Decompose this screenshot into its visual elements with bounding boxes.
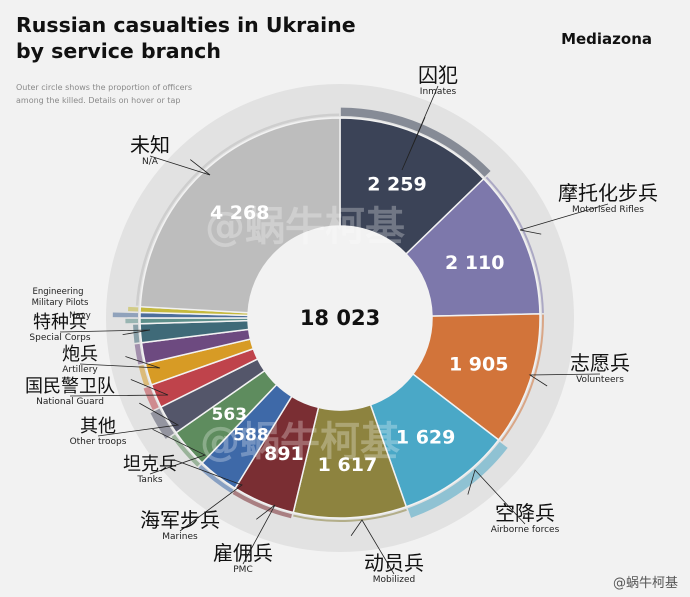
slice-value-label: 1 629: [396, 426, 456, 448]
title-line-2: by service branch: [16, 39, 221, 63]
category-label-en: Engineering: [33, 287, 84, 297]
leader-line: [69, 379, 169, 397]
category-label-en: Military Pilots: [32, 298, 89, 308]
category-label-en: Marines: [162, 532, 198, 542]
donut-slice[interactable]: [139, 117, 341, 314]
leader-line: [401, 85, 439, 171]
slice-value-label: 2 259: [367, 174, 427, 196]
leader-line: [79, 356, 161, 369]
note-line-2: among the killed. Details on hover or ta…: [16, 96, 181, 105]
category-label-en: Motorised Rifles: [572, 205, 644, 215]
watermark-text: @蜗牛柯基: [205, 204, 405, 250]
officer-segment[interactable]: [143, 386, 159, 411]
category-label-zh: 坦克兵: [123, 454, 177, 475]
outer-track: [106, 84, 574, 552]
category-label-en: N/A: [142, 157, 159, 167]
officer-segment[interactable]: [128, 306, 139, 312]
slice-value-label: 2 110: [445, 252, 505, 274]
leader-line: [467, 469, 526, 525]
category-label-en: Mobilized: [373, 575, 415, 585]
leader-line: [350, 519, 395, 575]
chart-title: Russian casualties in Ukraine by service…: [16, 12, 376, 64]
officer-segment[interactable]: [133, 324, 140, 343]
officer-segment[interactable]: [232, 490, 292, 519]
slice-value-label: 1 617: [318, 454, 378, 476]
leader-line: [149, 155, 211, 176]
slice-group[interactable]: [139, 117, 541, 519]
category-label-en: Special Corps: [29, 333, 90, 343]
brand-logo[interactable]: Mediazona: [561, 30, 652, 48]
category-label-zh: 动员兵: [364, 551, 424, 575]
category-label-zh: 摩托化步兵: [558, 181, 658, 205]
leader-line: [242, 504, 276, 565]
category-label-en: Volunteers: [576, 375, 624, 385]
officer-segment[interactable]: [112, 312, 139, 318]
category-label-zh: 空降兵: [495, 501, 555, 525]
category-label-zh: 志愿兵: [570, 351, 630, 375]
center-total: 18 023: [300, 306, 380, 330]
leader-line: [149, 428, 207, 475]
footer-watermark: @蜗牛柯基: [612, 576, 678, 591]
leader-line: [519, 203, 609, 235]
officer-segment[interactable]: [293, 508, 407, 522]
leader-line: [59, 329, 151, 336]
title-line-1: Russian casualties in Ukraine: [16, 13, 356, 37]
category-label-en: National Guard: [36, 397, 104, 407]
category-label-zh: 国民警卫队: [25, 376, 115, 397]
slice-value-label: 4 268: [210, 202, 270, 224]
leader-line: [528, 373, 601, 387]
officer-segment[interactable]: [340, 107, 491, 177]
officer-segment[interactable]: [138, 364, 150, 387]
chart-note: Outer circle shows the proportion of off…: [16, 81, 246, 107]
officer-segment[interactable]: [407, 441, 508, 518]
category-label-zh: 炮兵: [62, 344, 98, 365]
watermark-text: @蜗牛柯基: [200, 419, 400, 465]
slice-value-label: 891: [264, 443, 304, 465]
watermark-group: @蜗牛柯基 @蜗牛柯基: [200, 204, 405, 465]
category-label-zh: 其他: [80, 416, 116, 437]
category-label-zh: 未知: [130, 133, 170, 157]
category-label-zh: 囚犯: [418, 63, 458, 87]
category-label-en: Navy: [69, 311, 91, 321]
category-label-zh: 特种兵: [33, 312, 87, 333]
leader-line-group: [59, 85, 609, 575]
slice-value-label: 588: [233, 426, 269, 446]
category-label-en: Tanks: [136, 475, 162, 485]
category-label-zh: 海军步兵: [140, 508, 220, 532]
slice-value-label: 563: [212, 405, 248, 425]
officer-segment[interactable]: [134, 343, 144, 365]
category-label-en: Artillery: [62, 365, 98, 375]
note-line-1: Outer circle shows the proportion of off…: [16, 83, 193, 92]
category-label-en: Other troops: [70, 437, 127, 447]
category-label-zh: 雇佣兵: [213, 541, 273, 565]
slice-value-label: 1 905: [449, 354, 509, 376]
officer-segment[interactable]: [150, 408, 175, 439]
category-label-en: Airborne forces: [491, 525, 560, 535]
category-label-en: Inmates: [420, 87, 457, 97]
outer-track-ring: [106, 84, 574, 552]
leader-line: [97, 402, 180, 437]
category-label-en: PMC: [233, 565, 252, 575]
officer-segment[interactable]: [125, 318, 139, 324]
leader-line: [174, 459, 243, 532]
